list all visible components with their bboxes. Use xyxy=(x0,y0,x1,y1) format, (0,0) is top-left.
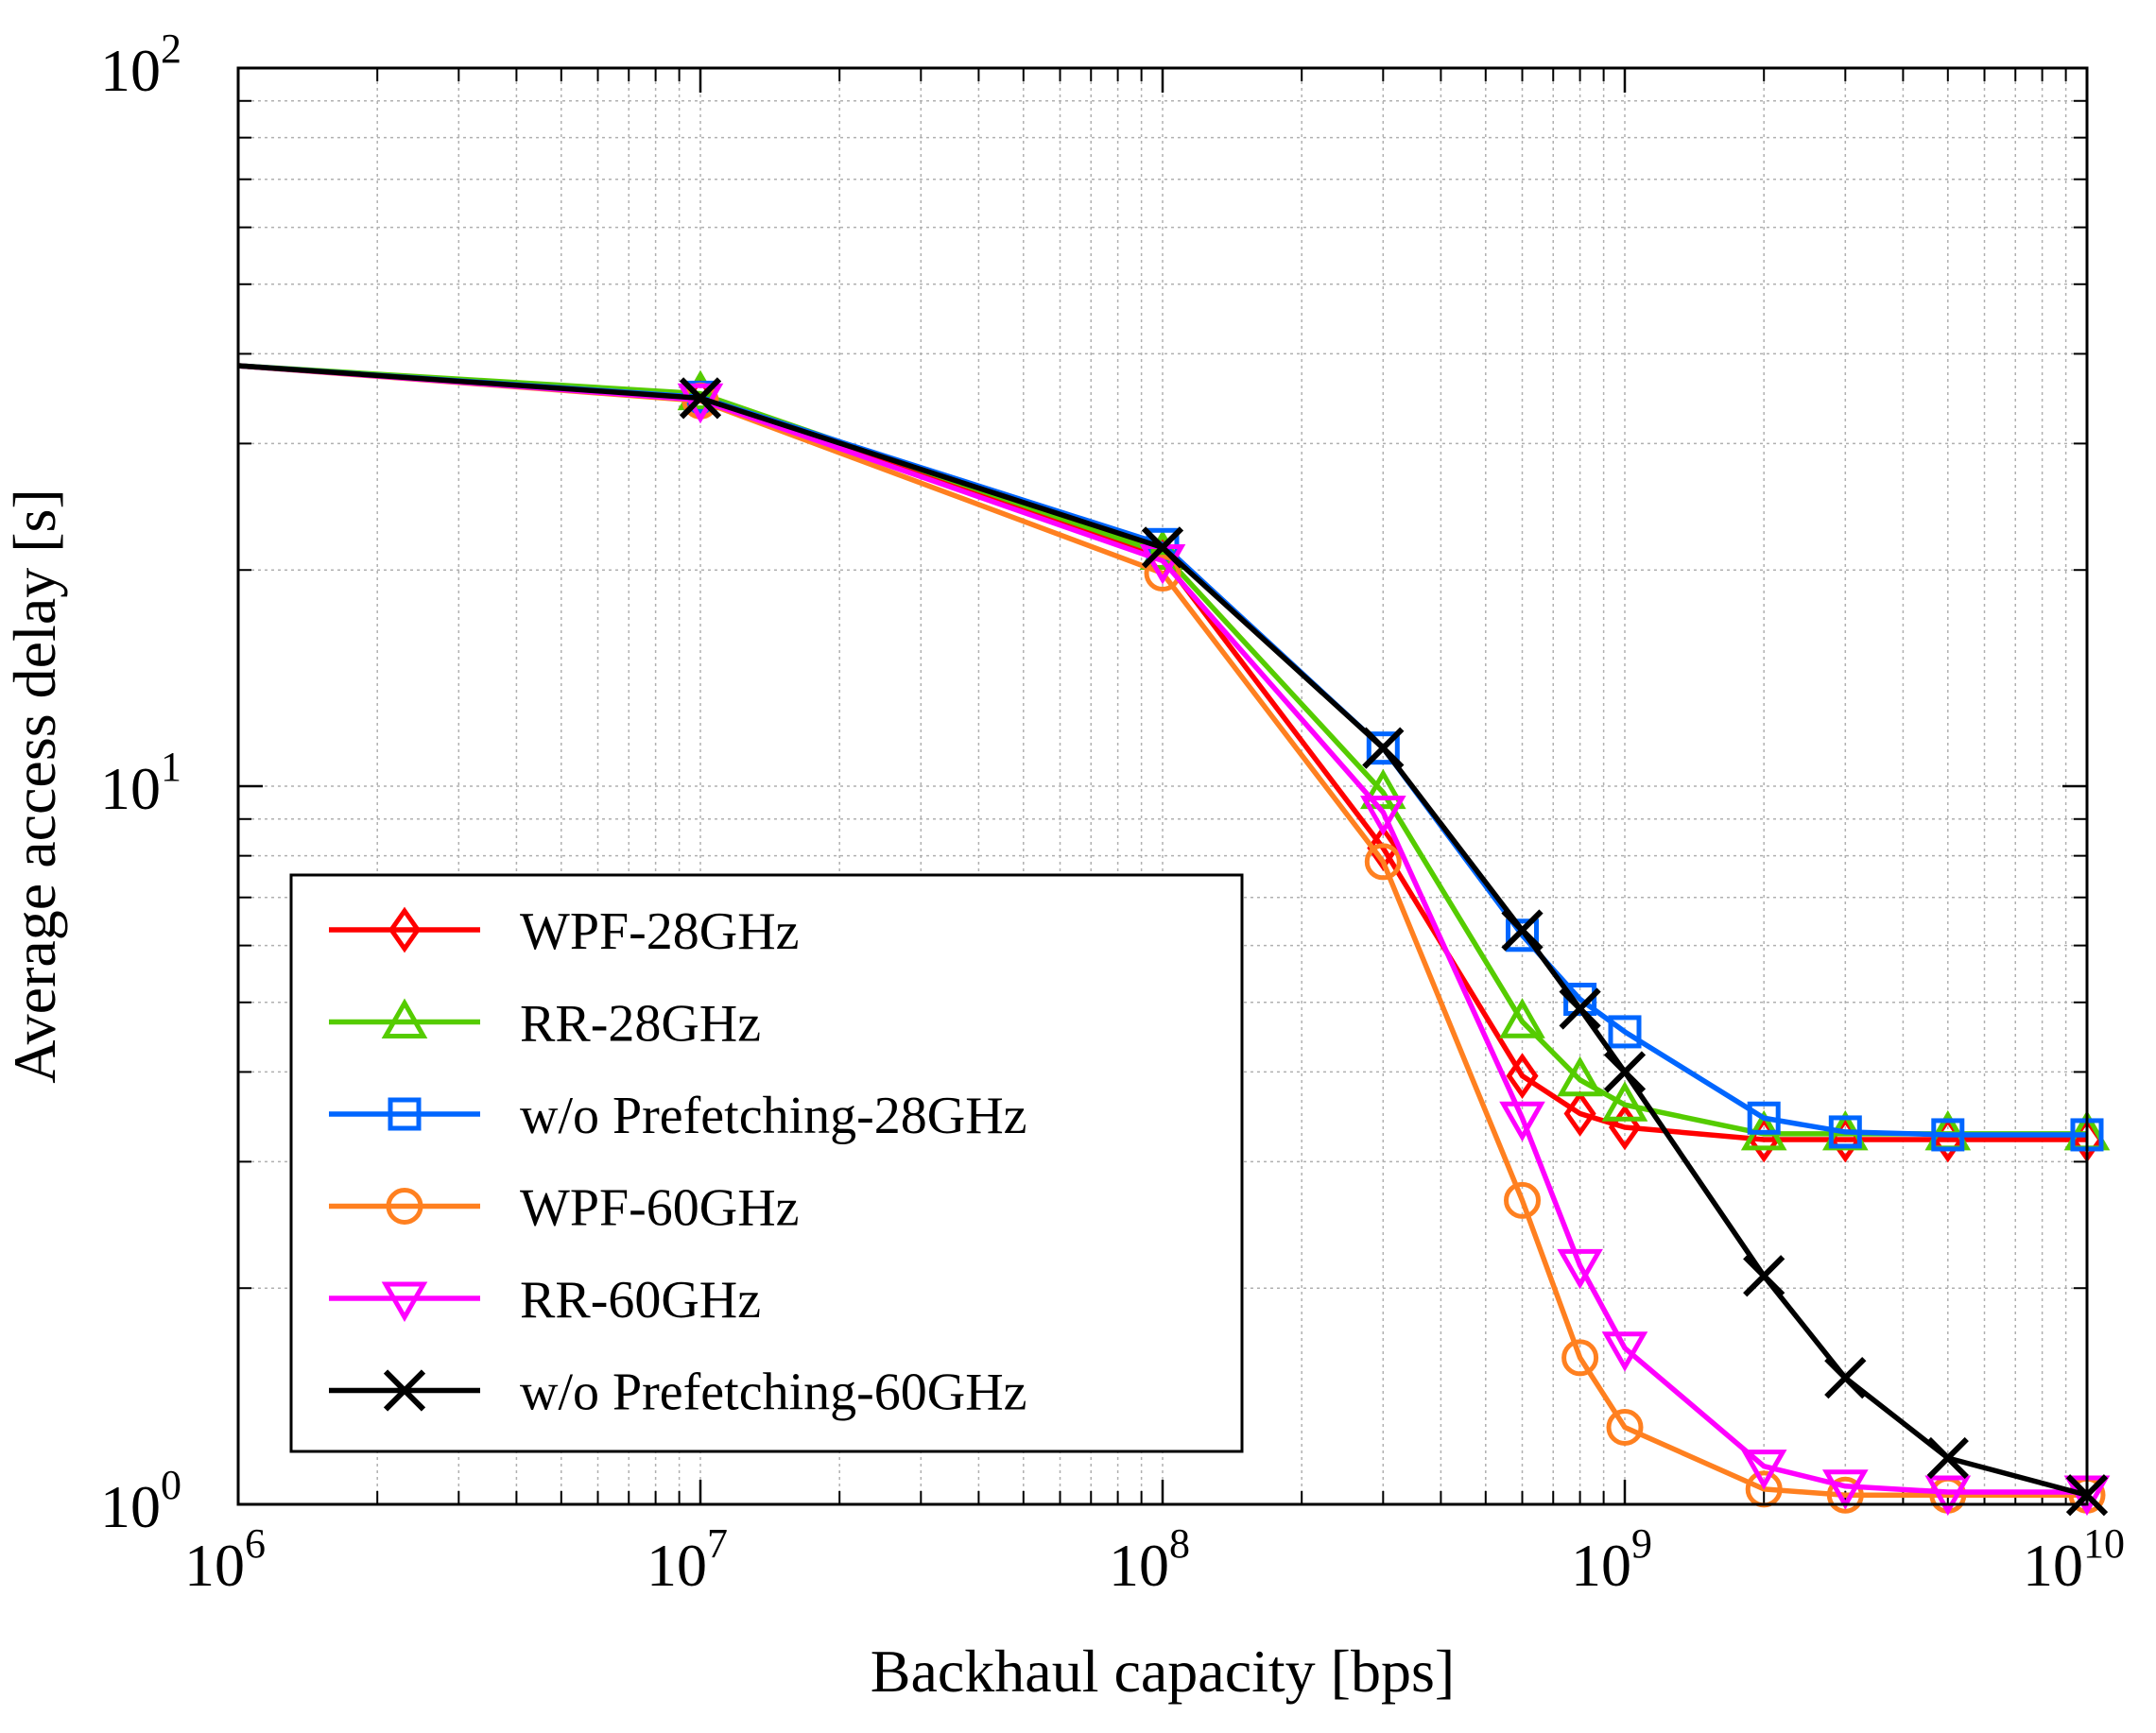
data-point xyxy=(1606,1409,1644,1447)
data-point xyxy=(1499,1101,1545,1142)
legend-box xyxy=(289,873,1244,1453)
tick-labels: 106 107 108 109 1010 100 101 102 xyxy=(100,26,2125,1599)
data-point xyxy=(1362,727,1405,769)
series-line xyxy=(237,363,2087,1495)
data-point xyxy=(1360,796,1406,836)
data-point xyxy=(1557,1248,1603,1290)
x-tick-label: 108 xyxy=(1109,1520,1190,1599)
y-tick-label: 102 xyxy=(100,26,181,104)
marker-stroke xyxy=(1559,987,1601,1030)
legend-label: RR-28GHz xyxy=(520,995,761,1054)
data-point xyxy=(1828,1115,1862,1149)
y-axis-label: Average access delay [s] xyxy=(1,489,68,1084)
marker-stroke xyxy=(1141,526,1184,569)
data-point xyxy=(1740,1450,1787,1490)
data-point xyxy=(1499,998,1545,1038)
legend-item: RR-60GHz xyxy=(329,1271,761,1330)
marker-stroke xyxy=(679,377,722,420)
data-point xyxy=(1743,1255,1785,1297)
data-point xyxy=(1924,1475,1972,1517)
data-point xyxy=(1506,1053,1539,1099)
y-tick-label: 101 xyxy=(100,744,181,822)
data-point xyxy=(1144,555,1181,592)
x-tick-label: 107 xyxy=(647,1520,728,1599)
marker-stroke xyxy=(1743,1255,1785,1297)
legend-label: WPF-28GHz xyxy=(520,902,800,961)
marker-stroke xyxy=(383,1369,426,1412)
data-point xyxy=(1608,1015,1642,1049)
legend-item: WPF-28GHz xyxy=(329,902,800,961)
data-point xyxy=(1931,1118,1965,1152)
marker-stroke xyxy=(1926,1436,1969,1480)
data-point xyxy=(1603,1051,1647,1093)
marker-stroke xyxy=(1501,909,1544,952)
marker-stroke xyxy=(1362,727,1405,769)
legend-item: w/o Prefetching-28GHz xyxy=(329,1087,1027,1145)
legend: WPF-28GHz RR-28GHz w/o Prefetching-28GHz WP… xyxy=(289,873,1244,1453)
x-tick-label: 106 xyxy=(184,1520,266,1599)
legend-label: w/o Prefetching-60GHz xyxy=(520,1364,1027,1422)
legend-marker xyxy=(388,906,422,953)
legend-item: WPF-60GHz xyxy=(329,1179,800,1238)
legend-marker xyxy=(388,1097,422,1131)
data-point xyxy=(1504,1181,1542,1219)
marker-stroke xyxy=(1824,1357,1867,1399)
marker-stroke xyxy=(1603,1051,1647,1093)
legend-label: WPF-60GHz xyxy=(520,1179,800,1238)
legend-label: w/o Prefetching-28GHz xyxy=(520,1087,1027,1145)
legend-marker xyxy=(381,998,428,1038)
data-point xyxy=(1563,982,1597,1016)
grid xyxy=(237,67,2088,1505)
data-point xyxy=(679,377,722,420)
data-point xyxy=(1141,526,1184,569)
data-point xyxy=(1563,1090,1596,1137)
data-point xyxy=(1747,1101,1781,1135)
data-point xyxy=(1364,843,1402,881)
legend-marker xyxy=(383,1369,426,1412)
data-point xyxy=(1561,1339,1599,1377)
plot-frame xyxy=(236,66,2089,1506)
series-line xyxy=(237,363,2087,1498)
legend-label: RR-60GHz xyxy=(520,1271,761,1330)
x-tick-label: 109 xyxy=(1571,1520,1652,1599)
x-axis-label: Backhaul capacity [bps] xyxy=(871,1638,1455,1705)
data-point xyxy=(1506,918,1540,952)
legend-marker xyxy=(381,1281,428,1323)
data-point xyxy=(1557,1055,1603,1097)
legend-item: RR-28GHz xyxy=(329,995,761,1054)
x-tick-label: 1010 xyxy=(2023,1520,2125,1599)
data-point xyxy=(1360,768,1406,810)
series-w-o-prefetching-60ghz xyxy=(237,363,2109,1517)
series-group xyxy=(237,363,2111,1517)
data-point xyxy=(1926,1436,1969,1480)
data-point xyxy=(1601,1331,1648,1372)
legend-item: w/o Prefetching-60GHz xyxy=(329,1364,1027,1422)
data-point xyxy=(1366,731,1400,765)
data-point xyxy=(1822,1469,1869,1510)
data-point xyxy=(1559,987,1601,1030)
y-tick-label: 100 xyxy=(100,1462,181,1540)
legend-marker xyxy=(386,1188,423,1225)
data-point xyxy=(1824,1357,1867,1399)
data-point xyxy=(1601,1081,1648,1122)
data-point xyxy=(1826,1476,1864,1514)
data-point xyxy=(1501,909,1544,952)
